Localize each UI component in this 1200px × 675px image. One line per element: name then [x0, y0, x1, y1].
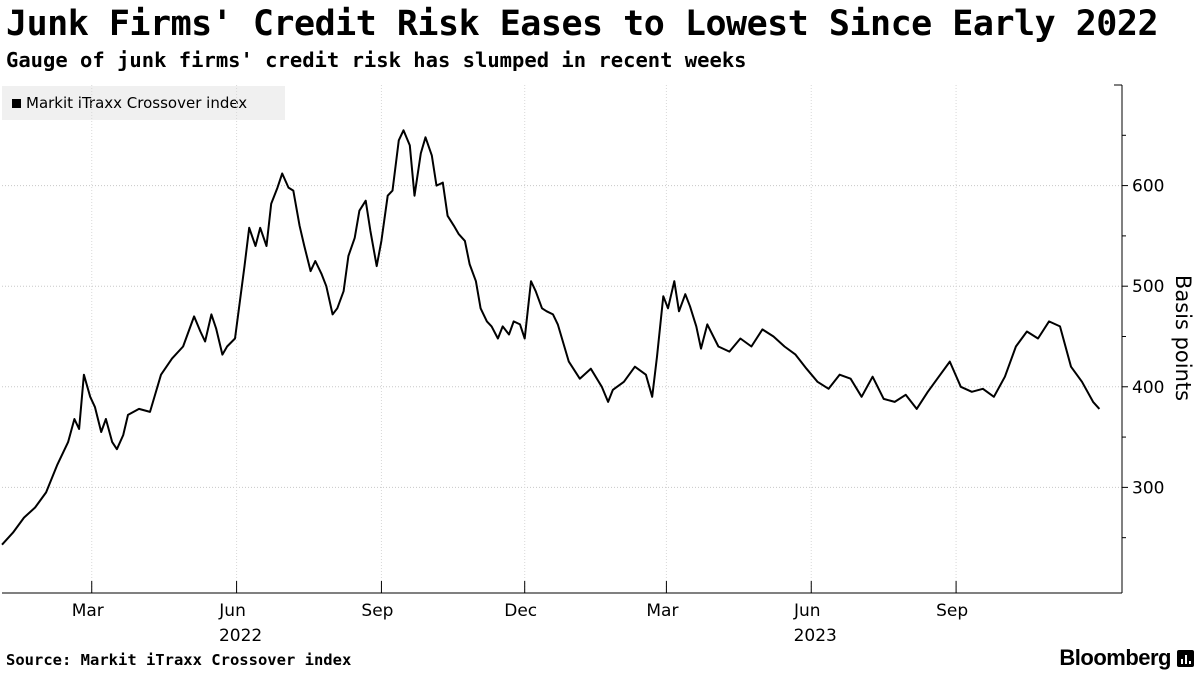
x-tick-label-0: Mar: [72, 601, 104, 621]
chart-subtitle: Gauge of junk firms' credit risk has slu…: [6, 48, 747, 72]
x-axis: Mar Jun Sep Dec Mar Jun Sep 2022 2023: [2, 581, 1122, 646]
legend: Markit iTraxx Crossover index: [2, 86, 285, 120]
legend-swatch: [12, 98, 21, 108]
legend-label: Markit iTraxx Crossover index: [26, 94, 248, 112]
series-line-itraxx: [1, 129, 1101, 546]
x-tick-label-6: Sep: [936, 601, 968, 621]
source-note: Source: Markit iTraxx Crossover index: [6, 651, 352, 669]
chart-title: Junk Firms' Credit Risk Eases to Lowest …: [6, 4, 1159, 44]
x-tick-label-1: Jun: [218, 601, 246, 621]
y-tick-label-400: 400: [1132, 378, 1164, 398]
y-axis: 300 400 500 600: [1114, 84, 1164, 593]
gridlines: [2, 85, 1122, 593]
x-year-label-0: 2022: [219, 626, 262, 646]
x-tick-label-3: Dec: [504, 601, 537, 621]
brand-name: Bloomberg: [1059, 645, 1171, 670]
y-tick-label-600: 600: [1132, 177, 1164, 197]
x-tick-label-2: Sep: [361, 601, 393, 621]
x-year-label-1: 2023: [794, 626, 837, 646]
y-tick-label-500: 500: [1132, 277, 1164, 297]
x-tick-label-4: Mar: [646, 601, 678, 621]
y-tick-label-300: 300: [1132, 478, 1164, 498]
brand: Bloomberg: [1059, 645, 1194, 671]
x-tick-label-5: Jun: [793, 601, 821, 621]
y-axis-label: Basis points: [1171, 275, 1195, 401]
bloomberg-logo-icon: [1177, 649, 1194, 667]
